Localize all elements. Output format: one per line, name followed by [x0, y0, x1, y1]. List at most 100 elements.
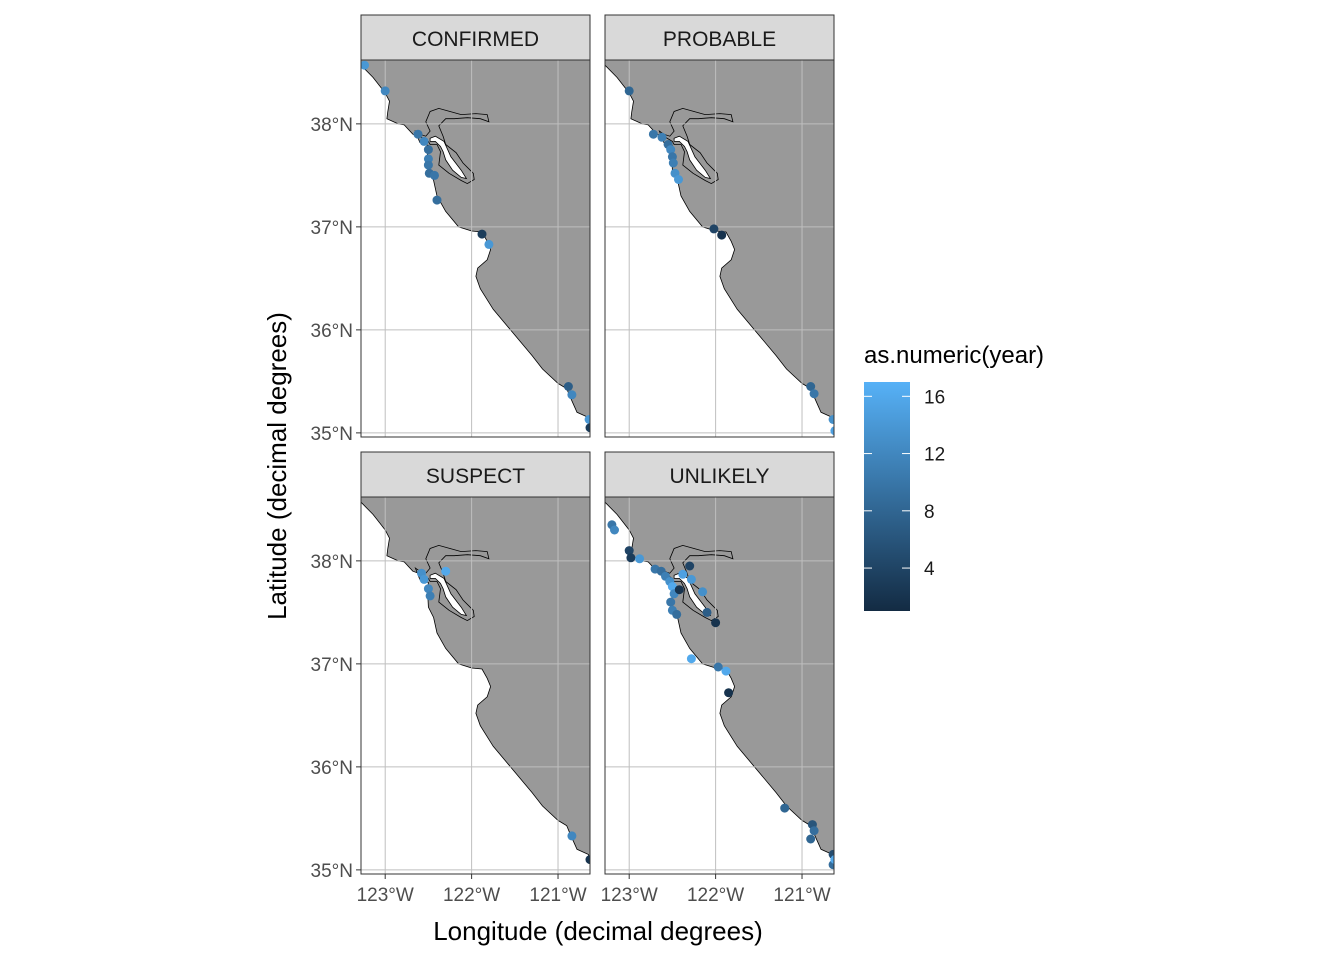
data-point — [624, 86, 634, 96]
data-point — [674, 585, 684, 595]
data-point — [666, 145, 676, 155]
legend-title: as.numeric(year) — [864, 342, 1044, 369]
facet-strip — [604, 451, 835, 498]
data-point — [648, 129, 658, 139]
land-area — [361, 60, 590, 430]
data-point — [585, 855, 590, 865]
data-point — [713, 662, 723, 672]
facet-strip — [360, 451, 591, 498]
legend-tick-label: 12 — [924, 445, 945, 466]
facet-strip-label: SUSPECT — [426, 465, 525, 488]
data-point — [657, 132, 667, 142]
data-point — [685, 561, 695, 571]
data-point — [423, 584, 433, 594]
panel-content — [605, 60, 834, 437]
data-point — [441, 566, 451, 576]
y-tick-label: 35°N — [311, 424, 353, 445]
land-area — [361, 497, 590, 867]
data-point — [724, 688, 734, 698]
color-legend: as.numeric(year) 16 12 8 4 — [864, 342, 1044, 611]
data-point — [380, 86, 390, 96]
data-point — [828, 415, 834, 424]
facet-strip-label: PROBABLE — [663, 28, 776, 51]
facet-strip-label: UNLIKELY — [670, 465, 770, 488]
facet-suspect: SUSPECT — [360, 451, 591, 875]
data-point — [806, 382, 816, 391]
panel-content — [605, 497, 834, 874]
data-point — [721, 666, 731, 676]
x-tick-label: 122°W — [687, 885, 744, 906]
y-axis-title: Latitude (decimal degrees) — [262, 312, 292, 620]
panel-border — [360, 496, 591, 875]
data-point — [666, 597, 676, 607]
bay-water — [429, 572, 468, 617]
panel-border — [604, 59, 835, 438]
data-point — [806, 834, 816, 844]
data-point — [635, 554, 645, 564]
data-point — [678, 569, 688, 579]
bay-water — [673, 135, 712, 180]
x-tick-label: 121°W — [773, 885, 830, 906]
data-point — [567, 831, 577, 841]
y-tick-label: 35°N — [311, 861, 353, 882]
x-tick-label: 123°W — [601, 885, 658, 906]
facet-strip — [604, 14, 835, 61]
axes: 35°N 36°N 37°N 38°N 35°N 36°N 37°N 38°N 123°W 122… — [311, 115, 831, 906]
data-point — [584, 415, 590, 424]
data-point — [432, 195, 442, 205]
data-point — [567, 390, 577, 400]
facet-strip-label: CONFIRMED — [412, 28, 539, 51]
y-tick-label: 38°N — [311, 552, 353, 573]
data-point — [672, 609, 682, 619]
facet-strip — [360, 14, 591, 61]
y-tick-label: 36°N — [311, 758, 353, 779]
data-point — [585, 423, 590, 433]
data-point — [702, 607, 712, 617]
data-point — [674, 175, 683, 184]
data-point — [830, 855, 834, 865]
legend-tick-label: 16 — [924, 387, 945, 408]
panel-border — [604, 496, 835, 875]
data-point — [686, 654, 696, 664]
data-point — [423, 160, 433, 170]
data-point — [419, 574, 429, 584]
panel-content — [361, 60, 590, 437]
y-tick-label: 38°N — [311, 115, 353, 136]
data-point — [698, 587, 708, 597]
x-axis-title: Longitude (decimal degrees) — [433, 916, 763, 946]
data-point — [717, 230, 727, 240]
legend-tick-label: 8 — [924, 502, 935, 523]
data-point — [361, 60, 369, 70]
legend-colorbar — [864, 382, 910, 611]
data-point — [484, 239, 494, 249]
data-point — [686, 574, 696, 584]
data-point — [477, 229, 487, 239]
data-point — [780, 803, 790, 813]
data-point — [419, 136, 429, 146]
facet-probable: PROBABLE — [604, 14, 835, 438]
panel-content — [361, 497, 590, 874]
data-point — [626, 553, 636, 563]
legend-tick-label: 4 — [924, 559, 935, 580]
y-tick-label: 36°N — [311, 321, 353, 342]
data-point — [413, 129, 423, 139]
data-point — [668, 158, 678, 168]
data-point — [711, 618, 721, 628]
bay-water — [429, 135, 468, 180]
data-point — [610, 525, 619, 535]
data-point — [809, 826, 819, 836]
facet-confirmed: CONFIRMED — [360, 14, 591, 438]
data-point — [563, 382, 573, 391]
data-point — [667, 582, 677, 592]
data-point — [809, 389, 819, 399]
x-tick-label: 123°W — [357, 885, 414, 906]
data-point — [423, 145, 433, 155]
y-tick-label: 37°N — [311, 218, 353, 239]
land-area — [605, 60, 834, 430]
data-point — [830, 426, 834, 436]
x-tick-label: 122°W — [443, 885, 500, 906]
data-point — [624, 546, 634, 556]
data-point — [430, 170, 439, 180]
data-point — [709, 224, 719, 234]
